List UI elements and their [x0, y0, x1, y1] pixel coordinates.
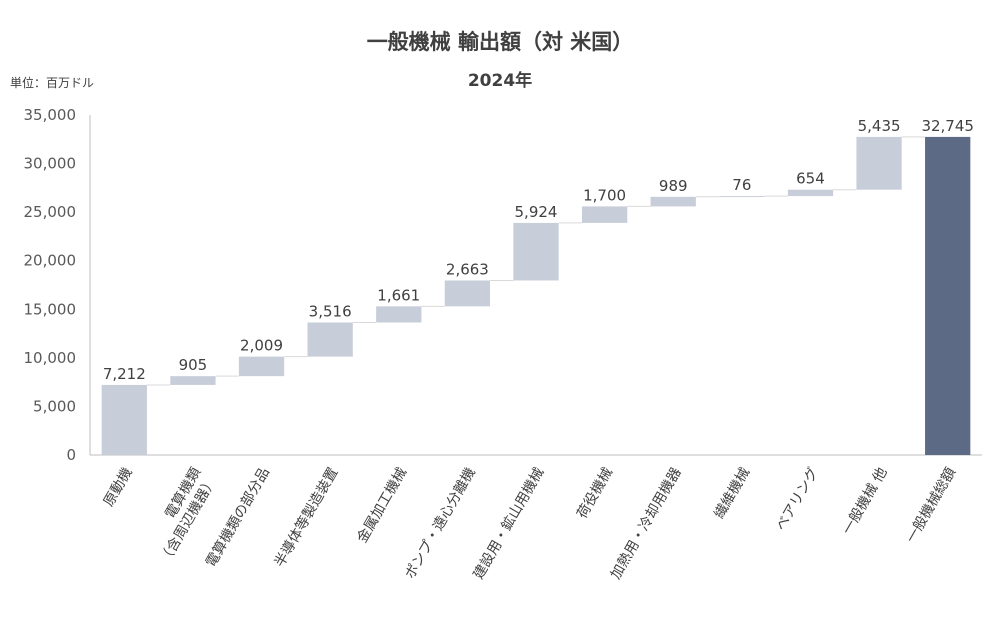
x-tick-label: 金属加工機械: [354, 465, 410, 546]
y-tick-label: 30,000: [24, 155, 77, 173]
x-tick-label: 一般機械 他: [839, 465, 890, 537]
data-label: 1,700: [583, 186, 626, 204]
x-tick-label-line: ベアリング: [773, 465, 822, 534]
x-tick-label: 一般機械総額: [903, 465, 959, 546]
waterfall-bar: [787, 189, 834, 197]
unit-label: 単位：百万ドル: [10, 76, 95, 90]
data-label: 989: [659, 177, 688, 195]
x-tick-label-line: 荷役機械: [574, 465, 616, 521]
waterfall-bar: [376, 306, 422, 323]
x-tick-label-line: ポンプ・遠心分離機: [401, 465, 479, 582]
x-tick-label-line: 建設用・鉱山用機械: [470, 465, 548, 583]
data-label: 654: [796, 170, 825, 188]
y-tick-label: 10,000: [24, 349, 77, 367]
waterfall-bar: [238, 356, 285, 377]
x-tick-label: ポンプ・遠心分離機: [401, 465, 479, 582]
x-tick-label: 繊維機械: [711, 465, 753, 521]
data-label: 2,009: [240, 337, 283, 355]
data-label: 32,745: [921, 117, 974, 135]
y-tick-label: 35,000: [24, 106, 77, 124]
x-tick-label: 半導体等製造装置: [271, 465, 342, 570]
chart-subtitle: 2024年: [467, 71, 533, 91]
data-label: 3,516: [309, 302, 352, 320]
x-tick-label-line: 金属加工機械: [354, 465, 410, 546]
x-tick-label: ベアリング: [773, 465, 822, 534]
y-tick-label: 0: [66, 446, 76, 464]
x-tick-label: 加熱用・冷却用機器: [608, 465, 685, 582]
data-label: 2,663: [446, 260, 489, 278]
x-tick-label-line: 一般機械 他: [839, 465, 890, 537]
data-label: 1,661: [377, 286, 420, 304]
waterfall-bar: [307, 322, 353, 357]
data-label: 905: [179, 356, 208, 374]
waterfall-bar: [101, 384, 147, 455]
x-tick-label: 荷役機械: [574, 465, 616, 521]
data-label: 5,924: [515, 203, 558, 221]
y-tick-label: 15,000: [24, 300, 77, 318]
data-label: 7,212: [103, 365, 146, 383]
waterfall-bar: [170, 376, 216, 385]
waterfall-bar: [444, 280, 491, 307]
waterfall-bar: [650, 196, 696, 207]
waterfall-bar: [856, 136, 902, 190]
waterfall-bar: [581, 206, 628, 223]
data-label: 5,435: [858, 117, 901, 135]
y-tick-label: 20,000: [24, 252, 77, 270]
y-tick-label: 25,000: [24, 203, 77, 221]
x-tick-label-line: 一般機械総額: [903, 465, 959, 546]
y-tick-label: 5,000: [33, 397, 76, 415]
x-tick-label-line: 繊維機械: [711, 465, 753, 521]
x-tick-label: 建設用・鉱山用機械: [470, 465, 548, 583]
total-bar: [925, 136, 971, 456]
x-tick-label: 原動機: [101, 465, 136, 509]
waterfall-bar: [719, 196, 765, 198]
chart-title: 一般機械 輸出額（対 米国）: [366, 30, 634, 54]
waterfall-bar: [513, 222, 559, 281]
x-tick-label-line: 原動機: [101, 465, 136, 509]
x-tick-label-line: 加熱用・冷却用機器: [608, 465, 685, 582]
x-tick-label-line: 半導体等製造装置: [271, 465, 342, 570]
data-label: 76: [732, 176, 751, 194]
